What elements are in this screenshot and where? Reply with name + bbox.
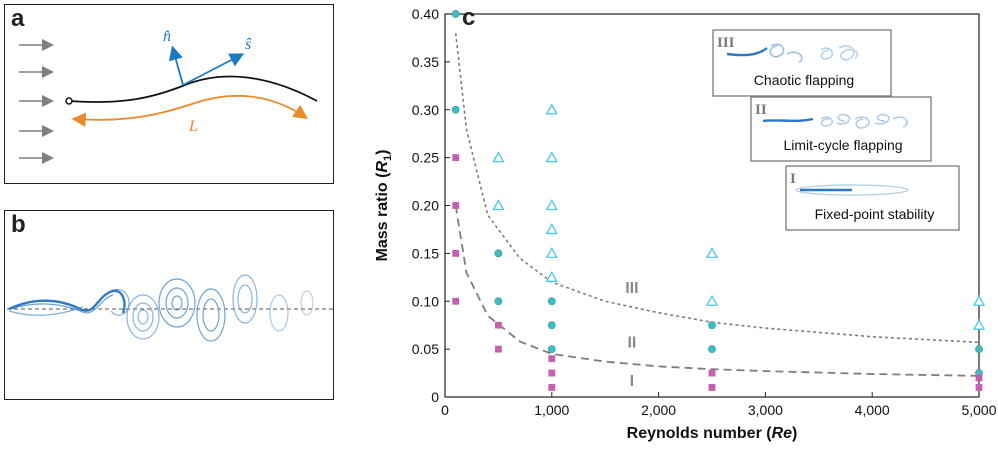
circle-point [547,297,556,306]
inset-flag [762,117,814,123]
circle-point [547,321,556,330]
regime-inset-iii: III Chaotic flapping [712,29,892,97]
triangle-point [972,318,986,330]
inset-wake-sketch [762,113,908,129]
x-tick-label: 1,000 [534,402,569,418]
circle-point [975,345,983,354]
x-tick-label: 4,000 [855,402,890,418]
regime-inset-ii: II Limit-cycle flapping [750,96,932,162]
inset-vortex [820,45,859,61]
circle-point [494,297,503,306]
circle-point [451,10,460,18]
panel-b-letter: b [11,211,26,238]
inset-label: Chaotic flapping [754,72,854,88]
square-point [975,374,983,382]
triangle-point [545,247,558,259]
inset-roman-numeral: III [717,35,735,51]
y-tick-label: 0.30 [412,102,439,118]
region-label-iii: III [625,280,638,297]
circle-point [708,345,716,354]
inset-frame [785,165,960,231]
inset-vortex [769,43,803,63]
wake-vortices [126,274,314,342]
region-label-ii: II [627,334,636,351]
panel-a-letter: a [11,5,25,32]
square-point [452,249,460,257]
y-tick-label: 0.05 [412,341,439,357]
triangle-point [545,270,558,282]
y-tick-label: 0 [431,389,439,405]
square-point [975,384,983,391]
square-point [452,297,460,305]
regime-inset-i: I Fixed-point stability [785,165,960,231]
triangle-point [705,294,719,306]
flag-leading-edge [65,97,73,105]
square-point [548,384,556,391]
square-point [452,202,460,209]
y-tick-label: 0.15 [412,245,439,261]
square-point [548,369,556,377]
square-point [495,345,502,353]
y-tick-label: 0.10 [412,293,439,309]
flag-schematic: n̂ ŝ L [19,28,318,164]
panel-c-letter: c [462,4,476,31]
triangle-point [492,199,505,211]
x-tick-label: 5,000 [961,402,996,418]
inset-label: Limit-cycle flapping [783,137,902,153]
inset-wake-sketch [795,184,909,196]
inset-vortex [820,113,908,129]
triangle-point [492,151,505,163]
tangent-vector-label: ŝ [245,36,252,53]
y-tick-label: 0.25 [412,150,439,166]
y-axis-title: Mass ratio (R1) [374,150,394,262]
square-point [708,369,716,377]
normal-vector-label: n̂ [163,28,171,45]
region-label-i: I [630,373,634,390]
flag-body [68,75,318,103]
triangle-point [545,223,558,235]
triangle-point [545,103,558,115]
circle-point [547,345,556,354]
y-tick-label: 0.20 [412,198,439,214]
x-tick-label: 2,000 [641,402,676,418]
square-point [548,355,556,363]
panel-a-schematic: a n̂ ŝ L [4,4,334,184]
square-point [452,154,460,162]
circle-point [451,105,460,114]
y-tick-label: 0.35 [412,54,439,70]
circle-point [708,321,716,330]
y-tick-label: 0.40 [412,6,439,22]
flow-arrows [19,39,54,164]
inset-roman-numeral: II [755,102,767,118]
normal-vector-arrow [168,45,184,86]
inset-flag [726,47,768,57]
boundary-curve-i-ii [454,205,980,377]
inset-roman-numeral: I [790,171,796,187]
wake-vortex-plot [7,274,333,342]
inset-wake-sketch [726,43,859,63]
x-tick-label: 0 [441,402,449,418]
inset-vortex [795,184,909,196]
inset-frame [750,96,932,162]
triangle-point [545,199,558,211]
triangle-point [972,294,986,306]
inset-frame [712,29,892,97]
triangle-point [545,151,558,163]
panel-b-wake: b [4,210,334,400]
length-label: L [188,118,198,135]
circle-point [494,249,503,258]
tangent-vector-arrow [182,53,245,86]
triangle-point [705,247,719,259]
wake-flag-contours [8,288,130,316]
square-point [708,384,716,391]
x-axis-title: Reynolds number (Re) [627,425,798,442]
square-point [495,321,502,329]
x-tick-label: 3,000 [748,402,783,418]
inset-label: Fixed-point stability [815,206,935,222]
length-arrow [71,94,308,127]
